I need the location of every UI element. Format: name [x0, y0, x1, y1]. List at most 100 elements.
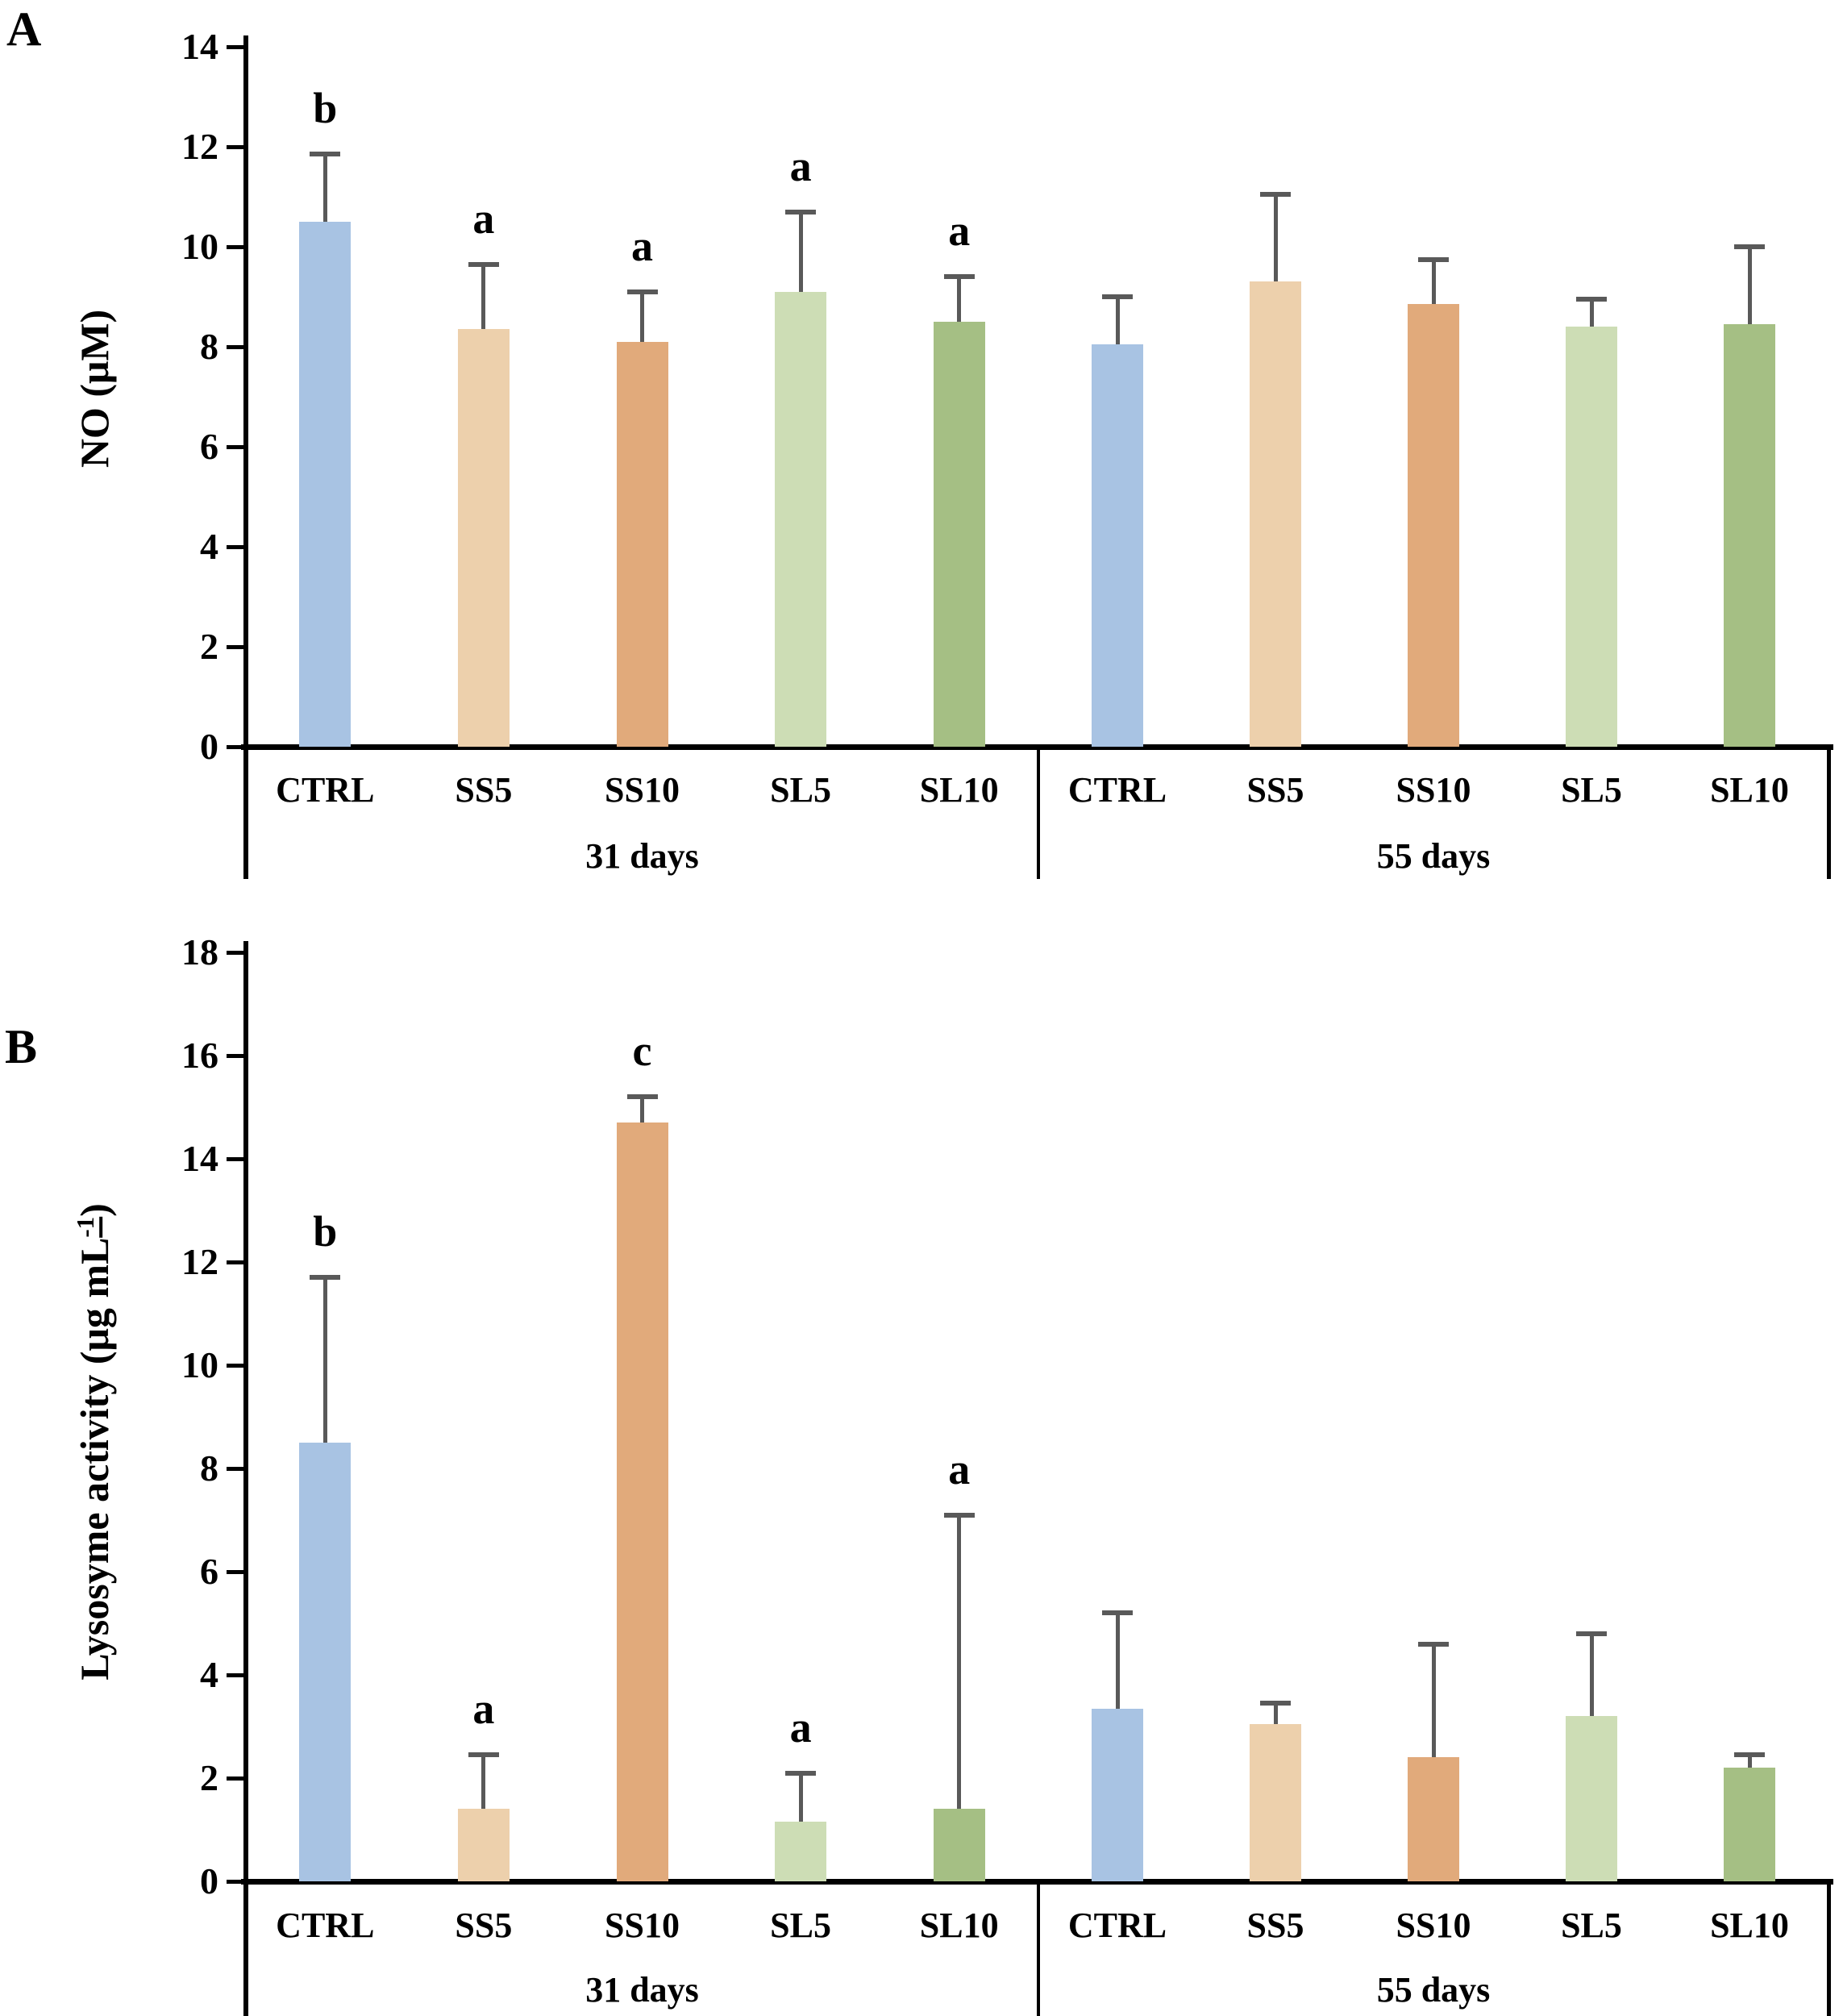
y-tick-label: 2: [200, 1757, 218, 1798]
bar-55days-ctrl: [1092, 344, 1143, 747]
error-bar-cap: [1418, 1641, 1449, 1647]
y-tick-mark: [227, 45, 246, 49]
y-axis-line: [243, 941, 248, 2016]
error-bar-line: [1589, 299, 1594, 327]
group-label: 31 days: [585, 836, 699, 876]
bar-31days-sl10: [933, 322, 985, 747]
group-divider-line: [1037, 747, 1040, 879]
significance-letter: c: [632, 1027, 652, 1076]
error-bar-cap: [468, 261, 499, 267]
error-bar-line: [322, 154, 327, 222]
category-label: CTRL: [1067, 770, 1167, 810]
category-label: SS5: [455, 1906, 513, 1945]
y-tick-mark: [227, 645, 246, 649]
error-bar-cap: [626, 289, 658, 294]
error-bar-cap: [468, 1752, 499, 1758]
y-tick-mark: [227, 145, 246, 149]
error-bar-line: [798, 211, 803, 292]
category-label: SS5: [1246, 1906, 1304, 1945]
bar-31days-ss5: [457, 329, 510, 747]
error-bar-cap: [785, 1770, 817, 1776]
significance-letter: a: [948, 206, 971, 256]
error-bar-cap: [1418, 256, 1449, 262]
y-tick-label: 2: [200, 626, 218, 667]
error-bar-line: [1273, 194, 1278, 282]
error-bar-line: [1273, 1703, 1278, 1724]
significance-letter: a: [472, 1685, 495, 1734]
y-tick-mark: [227, 245, 246, 249]
y-tick-mark: [227, 745, 246, 749]
error-bar-line: [957, 1514, 962, 1810]
error-bar-line: [1589, 1633, 1594, 1717]
y-tick-label: 6: [200, 1551, 218, 1592]
category-label: SS5: [1246, 770, 1304, 810]
category-label: SL5: [770, 770, 831, 810]
significance-letter: b: [313, 1207, 338, 1256]
significance-letter: a: [631, 221, 653, 270]
error-bar-cap: [1576, 297, 1607, 302]
category-label: CTRL: [276, 770, 375, 810]
error-bar-line: [1115, 1613, 1120, 1709]
y-tick-label: 0: [200, 1860, 218, 1901]
bar-31days-sl10: [933, 1809, 985, 1881]
y-tick-mark: [227, 1880, 246, 1884]
error-bar-cap: [626, 1094, 658, 1100]
bar-55days-ss5: [1250, 1723, 1301, 1881]
y-tick-label: 14: [181, 1138, 218, 1179]
y-tick-label: 16: [181, 1035, 218, 1076]
y-tick-label: 10: [181, 226, 218, 267]
bar-55days-sl10: [1724, 324, 1775, 747]
y-tick-label: 6: [200, 426, 218, 467]
bar-31days-ss10: [616, 1123, 668, 1881]
error-bar-cap: [310, 1275, 341, 1281]
group-label: 55 days: [1376, 836, 1491, 876]
error-bar-cap: [1260, 191, 1291, 197]
plot-right-border-line: [1827, 1881, 1831, 2016]
error-bar-line: [1431, 259, 1436, 305]
panel-a-letter: A: [6, 2, 42, 56]
error-bar-cap: [1102, 1610, 1133, 1616]
plot-right-border-line: [1827, 747, 1831, 879]
error-bar-line: [322, 1277, 327, 1443]
bar-31days-ctrl: [299, 222, 352, 747]
error-bar-cap: [943, 1512, 975, 1518]
error-bar-line: [481, 1755, 486, 1810]
y-tick-mark: [227, 445, 246, 449]
bar-55days-sl5: [1566, 1716, 1617, 1881]
y-tick-mark: [227, 1776, 246, 1781]
category-label: SS5: [455, 770, 513, 810]
bar-55days-ss5: [1250, 281, 1301, 747]
y-tick-mark: [227, 1364, 246, 1368]
error-bar-cap: [310, 152, 341, 157]
y-tick-mark: [227, 1570, 246, 1574]
bar-55days-ss10: [1408, 304, 1459, 747]
y-tick-label: 4: [200, 526, 218, 567]
error-bar-cap: [1734, 1752, 1765, 1758]
error-bar-line: [1431, 1643, 1436, 1758]
category-label: SS10: [605, 1906, 680, 1945]
y-tick-label: 18: [181, 931, 218, 973]
y-axis-line: [243, 35, 248, 879]
significance-letter: a: [789, 141, 812, 190]
y-tick-mark: [227, 1157, 246, 1161]
category-label: SS10: [605, 770, 680, 810]
y-tick-mark: [227, 1054, 246, 1058]
error-bar-cap: [943, 274, 975, 280]
y-tick-label: 12: [181, 1241, 218, 1282]
y-tick-mark: [227, 1260, 246, 1264]
category-label: SL10: [919, 1906, 999, 1945]
significance-letter: b: [313, 84, 338, 133]
error-bar-line: [640, 1097, 644, 1123]
y-tick-mark: [227, 1467, 246, 1471]
bar-55days-sl5: [1566, 327, 1617, 747]
y-tick-mark: [227, 545, 246, 549]
error-bar-line: [1115, 297, 1120, 344]
category-label: SL10: [1710, 1906, 1789, 1945]
bar-31days-ctrl: [299, 1443, 352, 1881]
y-tick-mark: [227, 1673, 246, 1677]
category-label: SL10: [1710, 770, 1789, 810]
bar-55days-ss10: [1408, 1757, 1459, 1881]
panel-b-y-axis-title-sup: -1: [71, 1216, 103, 1238]
y-tick-label: 14: [181, 26, 218, 67]
